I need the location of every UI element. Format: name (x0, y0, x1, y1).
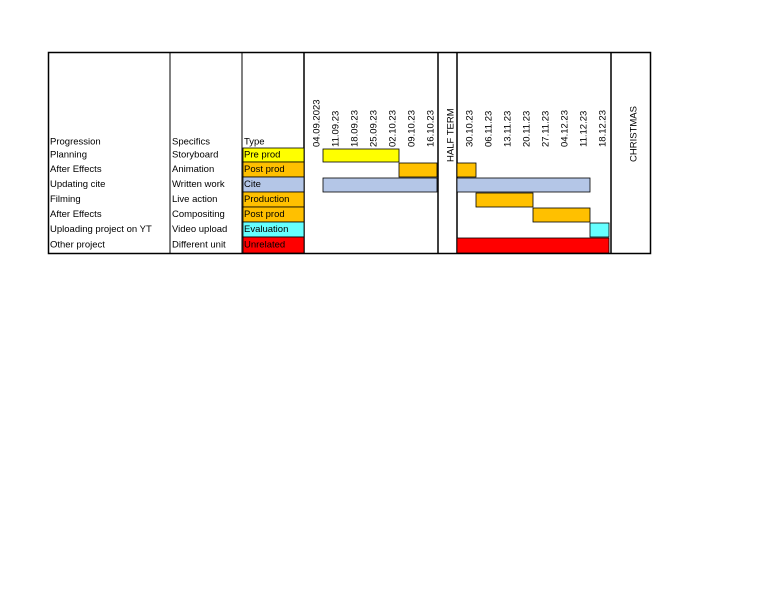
date-label: 20.11.23 (522, 111, 533, 147)
progression: After Effects (50, 164, 102, 175)
gantt-bar (398, 162, 438, 178)
progression: Updating cite (50, 179, 105, 190)
date-label: 18.12.23 (598, 110, 609, 147)
date-label: 27.11.23 (541, 111, 552, 147)
progression: Other project (50, 240, 105, 251)
type: Post prod (244, 209, 285, 220)
type: Pre prod (244, 150, 280, 161)
gantt-bar (456, 237, 610, 254)
date-label: 25.09.23 (369, 110, 380, 147)
header: Specifics (172, 137, 210, 148)
header: Type (244, 137, 265, 148)
date-label: 09.10.23 (407, 110, 418, 147)
specifics: Written work (172, 179, 225, 190)
gantt-bar (456, 177, 591, 193)
date-label: 04.12.23 (560, 110, 571, 147)
table-border (47, 51, 652, 255)
gantt-bar (589, 222, 610, 238)
date-label: 11.09.23 (331, 111, 342, 147)
specifics: Video upload (172, 224, 227, 235)
specifics: Different unit (172, 240, 226, 251)
gantt-bar (456, 162, 477, 178)
type: Production (244, 194, 289, 205)
type: Evaluation (244, 224, 288, 235)
date-label: 18.09.23 (350, 110, 361, 147)
type: Unrelated (244, 240, 285, 251)
progression: After Effects (50, 209, 102, 220)
specifics: Compositing (172, 209, 225, 220)
header: Progression (50, 137, 101, 148)
date-label: 13.11.23 (503, 111, 514, 147)
half-term: HALF TERM (446, 108, 457, 162)
progression: Planning (50, 150, 87, 161)
type: Cite (244, 179, 261, 190)
type: Post prod (244, 164, 285, 175)
date-label: 02.10.23 (388, 110, 399, 147)
date-label: 30.10.23 (465, 110, 476, 147)
christmas: CHRISTMAS (629, 106, 640, 162)
date-label: 16.10.23 (426, 110, 437, 147)
type-cell (242, 236, 305, 254)
progression: Filming (50, 194, 81, 205)
progression: Uploading project on YT (50, 224, 152, 235)
gantt-bar (532, 207, 591, 223)
date-label: 04.09.2023 (312, 99, 323, 147)
specifics: Live action (172, 194, 217, 205)
gantt-bar (322, 148, 400, 163)
gantt-bar (322, 177, 438, 193)
gantt-bar (475, 192, 534, 208)
date-label: 06.11.23 (484, 111, 495, 147)
specifics: Storyboard (172, 150, 218, 161)
date-label: 11.12.23 (579, 111, 590, 147)
specifics: Animation (172, 164, 214, 175)
